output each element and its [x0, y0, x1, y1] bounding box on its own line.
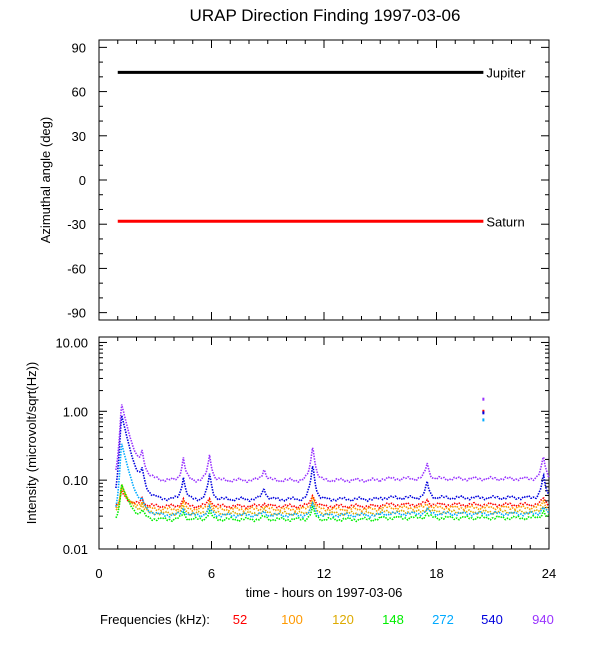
legend-entry-148: 148: [382, 612, 404, 627]
isolated-point: [482, 409, 485, 413]
bottom-y-tick-label: 10.00: [55, 335, 88, 350]
isolated-point: [482, 418, 485, 422]
top-y-tick-label: 0: [79, 173, 86, 188]
isolated-point: [482, 397, 485, 401]
series-label-saturn: Saturn: [486, 214, 524, 229]
x-tick-label: 6: [208, 566, 215, 581]
series-points-100: [115, 485, 549, 513]
frequency-legend: 52 100 120 148 272 540 940: [233, 612, 554, 627]
bottom-panel-axes: 10.00 1.00 0.10 0.01 0 6 12 18 24: [55, 335, 556, 581]
series-trace-100: [115, 485, 549, 513]
series-points-52: [115, 488, 550, 510]
legend-entry-120: 120: [332, 612, 354, 627]
top-y-tick-label: -90: [67, 306, 86, 321]
series-points-540: [115, 415, 550, 503]
legend-entry-52: 52: [233, 612, 247, 627]
top-panel-frame: [98, 39, 550, 321]
top-y-tick-label: 60: [72, 85, 86, 100]
top-y-axis-label: Azimuthal angle (deg): [38, 117, 53, 243]
legend-prefix: Frequencies (kHz):: [100, 612, 210, 627]
x-tick-label: 24: [542, 566, 556, 581]
bottom-y-tick-label: 1.00: [63, 404, 88, 419]
top-y-tick-label: -60: [67, 261, 86, 276]
series-label-jupiter: Jupiter: [486, 65, 526, 80]
bottom-panel-series: [115, 397, 550, 523]
bottom-y-tick-label: 0.01: [63, 542, 88, 557]
top-y-tick-label: -30: [67, 217, 86, 232]
legend-entry-272: 272: [432, 612, 454, 627]
legend-entry-940: 940: [532, 612, 554, 627]
legend-entry-100: 100: [281, 612, 303, 627]
x-tick-label: 12: [317, 566, 331, 581]
bottom-y-tick-label: 0.10: [63, 473, 88, 488]
series-points-940: [115, 404, 550, 484]
series-trace-540: [115, 415, 550, 503]
bottom-y-axis-label: Intensity (microvolt/sqrt(Hz)): [24, 362, 39, 525]
chart-title: URAP Direction Finding 1997-03-06: [190, 6, 461, 25]
series-trace-52: [115, 488, 550, 510]
x-axis-label: time - hours on 1997-03-06: [246, 585, 403, 600]
top-panel-axes: 90 60 30 0 -30 -60 -90: [67, 40, 550, 321]
legend-entry-540: 540: [481, 612, 503, 627]
bottom-panel-frame: [98, 336, 550, 550]
top-y-tick-label: 30: [72, 129, 86, 144]
series-points-120: [115, 484, 550, 517]
series-points-272: [115, 443, 550, 519]
top-panel-series: Jupiter Saturn: [117, 65, 526, 229]
top-y-tick-label: 90: [72, 40, 86, 55]
series-trace-940: [115, 404, 550, 484]
x-tick-label: 0: [95, 566, 102, 581]
series-trace-120: [115, 484, 550, 517]
series-trace-272: [115, 443, 550, 519]
isolated-point: [482, 411, 485, 415]
x-tick-label: 18: [429, 566, 443, 581]
